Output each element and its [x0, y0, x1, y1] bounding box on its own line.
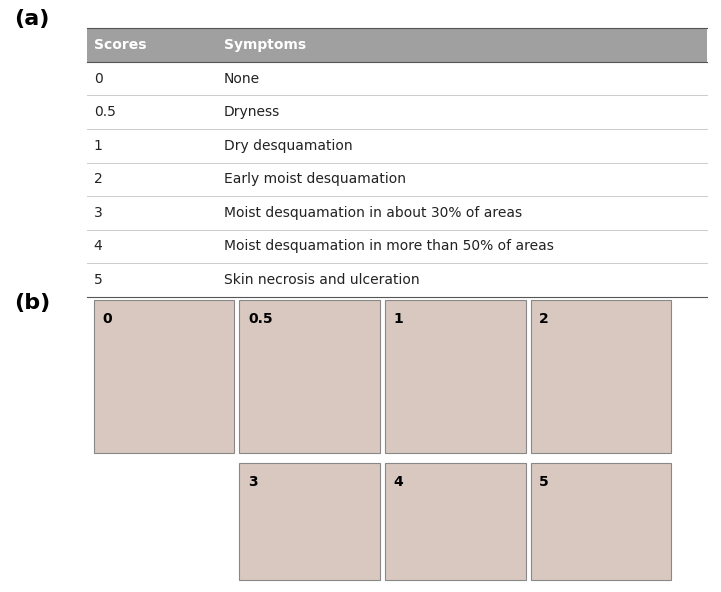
Text: 0: 0: [102, 312, 112, 326]
Text: Scores: Scores: [94, 38, 146, 52]
Text: 0: 0: [94, 72, 102, 86]
Bar: [87, 28, 707, 62]
Bar: [239, 463, 380, 580]
Text: Skin necrosis and ulceration: Skin necrosis and ulceration: [224, 273, 419, 287]
Text: (b): (b): [14, 294, 50, 313]
Text: 2: 2: [94, 172, 102, 186]
Text: 1: 1: [94, 139, 102, 153]
Text: Dryness: Dryness: [224, 105, 280, 119]
Text: 5: 5: [539, 475, 549, 489]
Text: 3: 3: [248, 475, 257, 489]
Text: Symptoms: Symptoms: [224, 38, 306, 52]
Text: 5: 5: [94, 273, 102, 287]
Text: 0.5: 0.5: [94, 105, 115, 119]
Bar: [531, 300, 671, 453]
Text: 4: 4: [394, 475, 404, 489]
Bar: [385, 300, 526, 453]
Text: Moist desquamation in about 30% of areas: Moist desquamation in about 30% of areas: [224, 206, 521, 220]
Bar: [385, 463, 526, 580]
Text: Moist desquamation in more than 50% of areas: Moist desquamation in more than 50% of a…: [224, 239, 554, 253]
Bar: [239, 300, 380, 453]
Text: (a): (a): [14, 8, 50, 28]
Text: 3: 3: [94, 206, 102, 220]
Bar: [531, 463, 671, 580]
Text: 0.5: 0.5: [248, 312, 273, 326]
Text: None: None: [224, 72, 260, 86]
Text: 1: 1: [394, 312, 404, 326]
Text: 4: 4: [94, 239, 102, 253]
Text: Early moist desquamation: Early moist desquamation: [224, 172, 405, 186]
Text: 2: 2: [539, 312, 549, 326]
Text: Dry desquamation: Dry desquamation: [224, 139, 352, 153]
Bar: [94, 300, 234, 453]
